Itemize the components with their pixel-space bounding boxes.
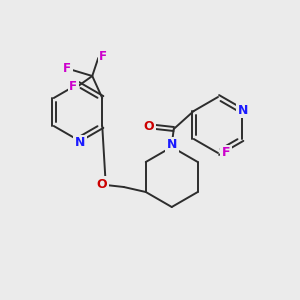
- Text: F: F: [99, 50, 107, 62]
- Text: F: F: [69, 80, 77, 94]
- Text: F: F: [63, 62, 71, 76]
- Text: F: F: [222, 146, 230, 160]
- Text: N: N: [75, 136, 85, 149]
- Text: O: O: [143, 121, 154, 134]
- Text: N: N: [238, 103, 248, 116]
- Text: N: N: [167, 139, 177, 152]
- Text: O: O: [97, 178, 107, 190]
